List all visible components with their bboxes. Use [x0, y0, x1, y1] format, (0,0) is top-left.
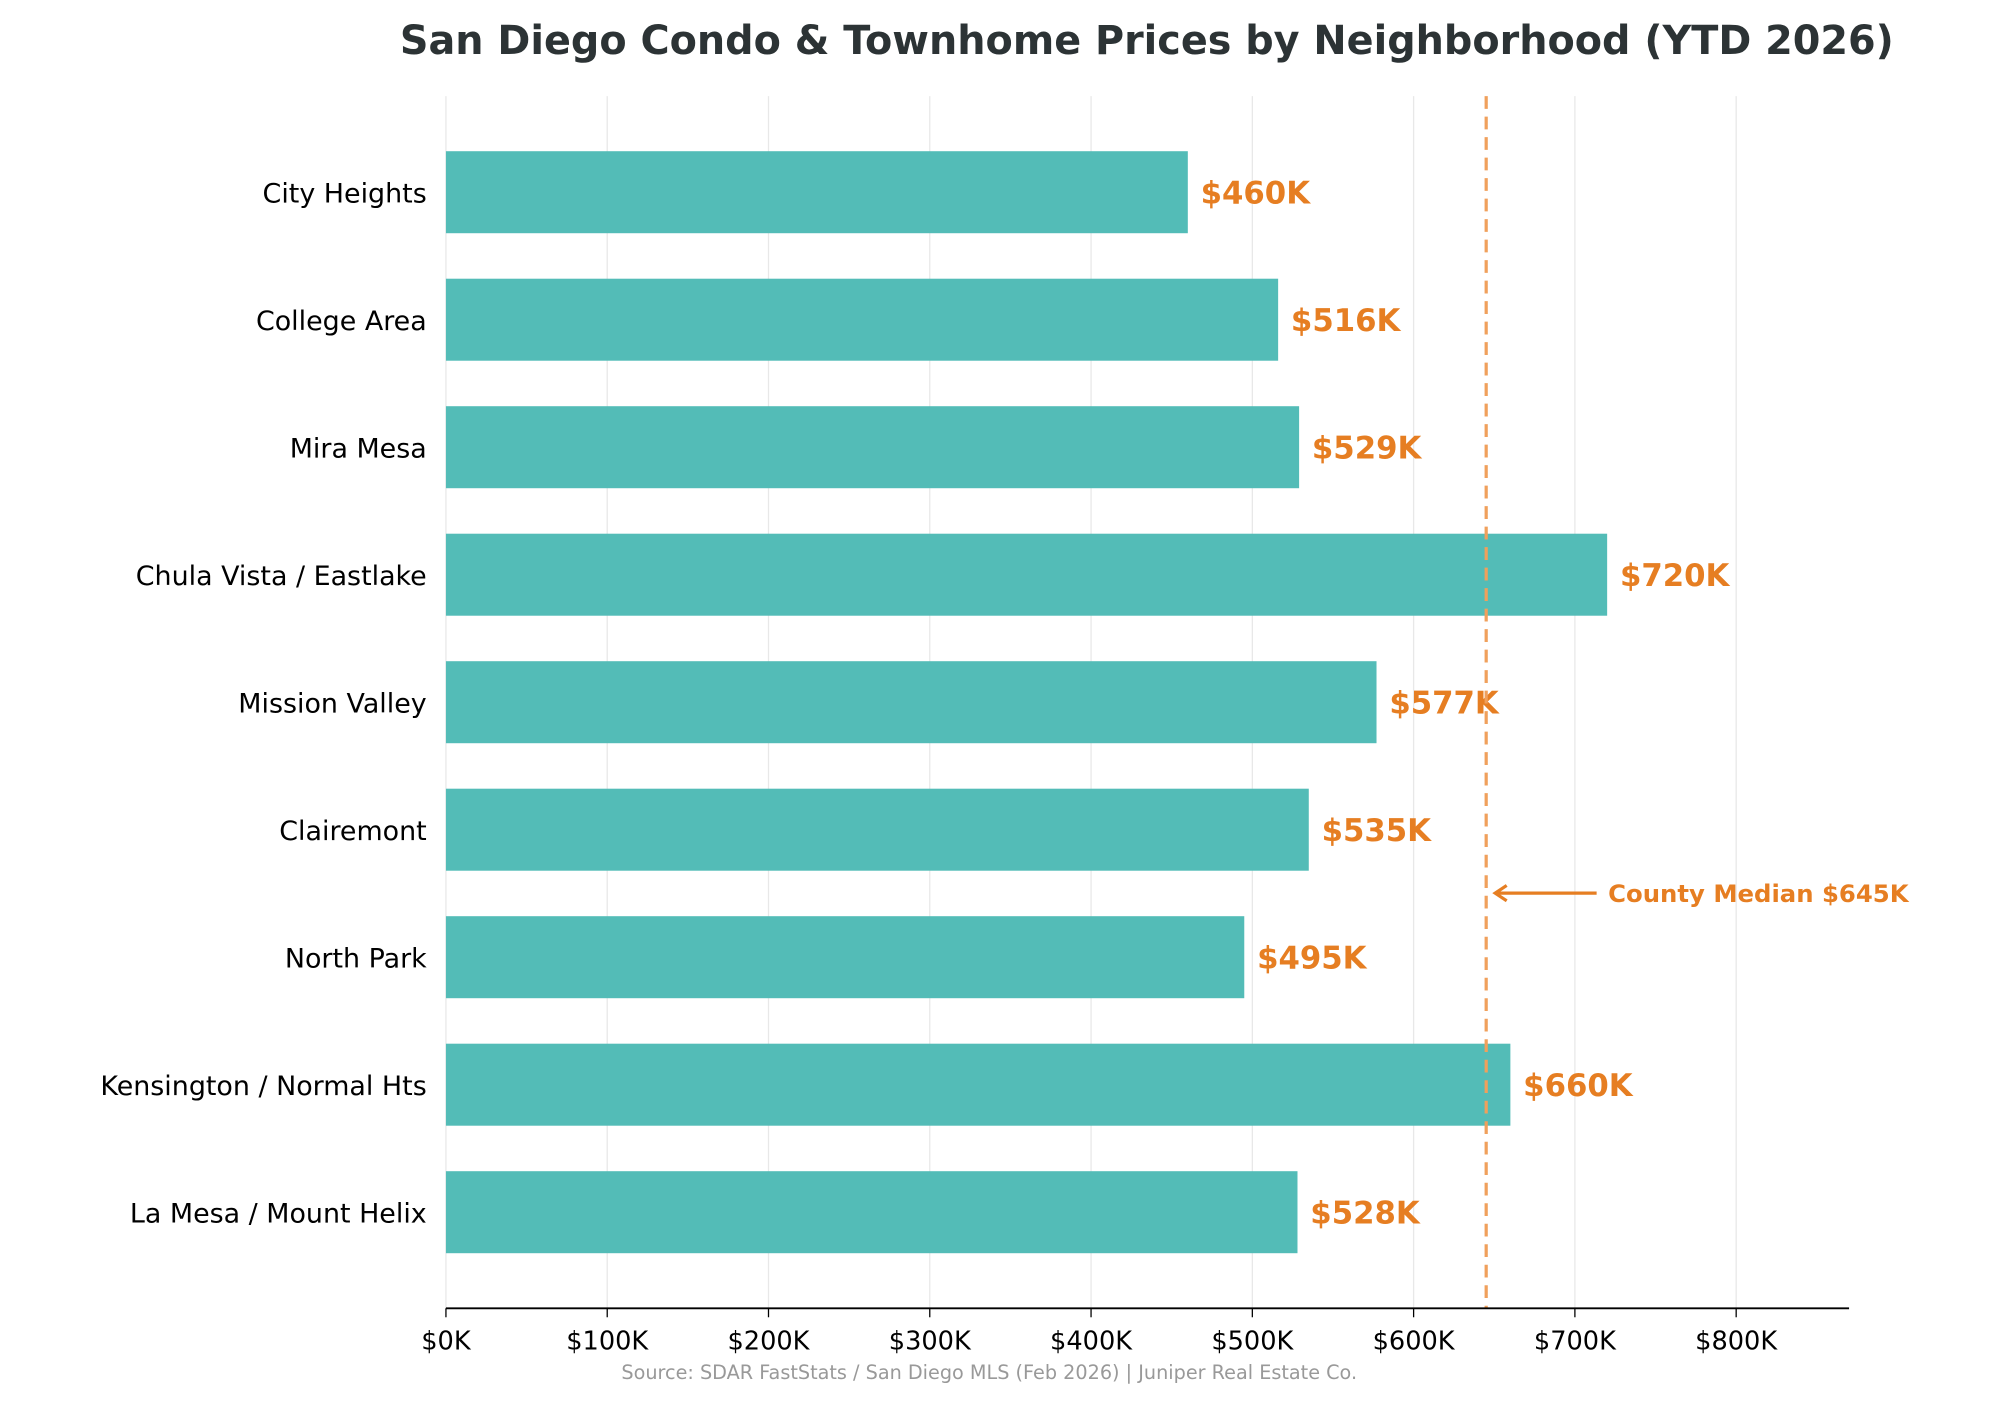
category-label: Kensington / Normal Hts: [100, 1071, 426, 1102]
category-label: Clairemont: [279, 816, 426, 847]
value-label: $460K: [1201, 176, 1312, 212]
category-label: College Area: [256, 306, 427, 337]
bar: [445, 661, 1377, 744]
bar: [445, 278, 1279, 361]
category-label: Chula Vista / Eastlake: [136, 561, 427, 592]
category-label: La Mesa / Mount Helix: [130, 1198, 427, 1229]
value-label: $516K: [1291, 303, 1402, 339]
value-label: $528K: [1310, 1196, 1421, 1232]
value-label: $495K: [1257, 941, 1368, 977]
median-annotation: County Median $645K: [1608, 879, 1910, 908]
bar: [445, 533, 1608, 616]
category-label: North Park: [285, 943, 427, 974]
chart-title: San Diego Condo & Townhome Prices by Nei…: [400, 18, 1894, 64]
x-tick-label: $0K: [421, 1326, 472, 1356]
bar: [445, 151, 1188, 234]
x-tick-label: $700K: [1534, 1326, 1617, 1356]
category-label: Mira Mesa: [290, 433, 427, 464]
bar: [445, 406, 1300, 489]
bar: [445, 788, 1309, 871]
bar: [445, 916, 1245, 999]
x-tick-label: $800K: [1695, 1326, 1778, 1356]
bar: [445, 1171, 1298, 1254]
x-tick-label: $200K: [728, 1326, 811, 1356]
x-tick-label: $300K: [889, 1326, 972, 1356]
value-label: $529K: [1312, 431, 1423, 467]
value-label: $660K: [1523, 1068, 1634, 1104]
arrow-head-icon: [1492, 884, 1508, 903]
x-tick-label: $100K: [566, 1326, 649, 1356]
value-label: $535K: [1322, 813, 1433, 849]
x-tick-label: $400K: [1050, 1326, 1133, 1356]
value-label: $577K: [1389, 686, 1500, 722]
x-tick-label: $600K: [1373, 1326, 1456, 1356]
category-label: Mission Valley: [238, 688, 426, 719]
bar: [445, 1043, 1511, 1126]
value-label: $720K: [1620, 558, 1731, 594]
category-label: City Heights: [263, 178, 427, 209]
source-note: Source: SDAR FastStats / San Diego MLS (…: [621, 1361, 1357, 1384]
x-tick-label: $500K: [1211, 1326, 1294, 1356]
